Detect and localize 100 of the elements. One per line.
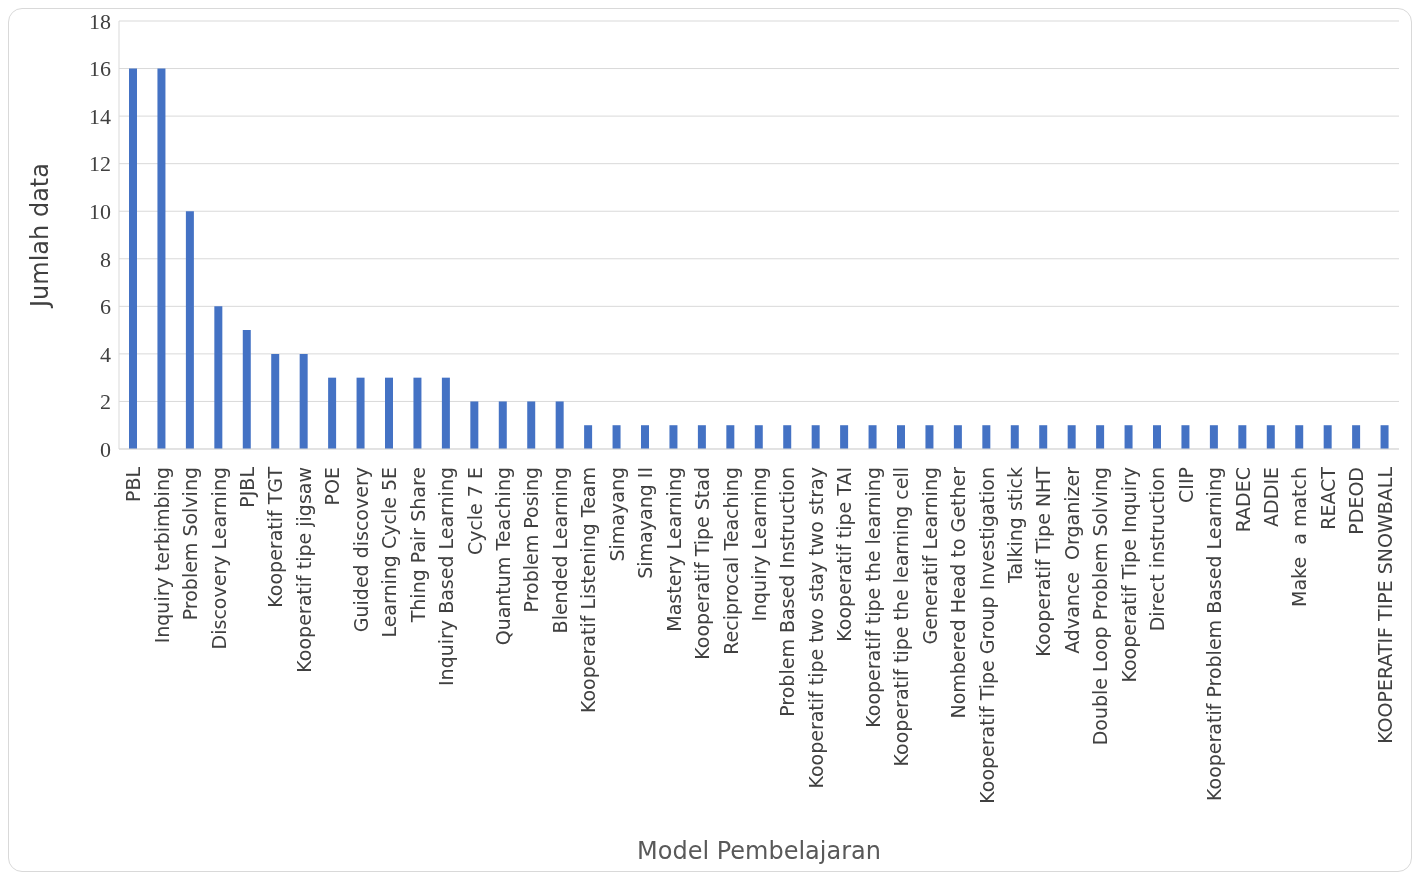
x-tick-label: Make a match — [1288, 467, 1311, 607]
x-tick-label: Kooperatif Tipe Stad — [691, 467, 714, 660]
bar — [1323, 425, 1332, 449]
bar — [214, 306, 223, 449]
bar — [356, 377, 365, 449]
x-tick-label: Kooperatif tipe jigsaw — [292, 467, 315, 673]
x-tick-label: Simayang — [605, 467, 628, 562]
x-tick-label: Kooperatif Listening Team — [577, 467, 600, 714]
bar — [1209, 425, 1218, 449]
bar — [413, 377, 422, 449]
y-tick-label: 2 — [100, 389, 111, 415]
x-tick-label: Problem Solving — [179, 467, 202, 621]
x-tick-label: Inquiry Based Learning — [435, 467, 458, 686]
bar — [982, 425, 991, 449]
x-axis-title: Model Pembelajaran — [637, 837, 881, 865]
x-tick-label: Quantum Teaching — [492, 467, 514, 646]
x-tick-label: Advance Organizer — [1060, 466, 1083, 654]
x-tick-label: Kooperatif TGT — [264, 466, 287, 608]
x-tick-label: Kooperatif Tipe NHT — [1032, 466, 1055, 657]
bar — [669, 425, 678, 449]
bar — [1153, 425, 1161, 449]
x-tick-label: Guided discovery — [349, 467, 372, 633]
bar — [726, 425, 735, 449]
x-tick-label: Simayang II — [634, 467, 657, 579]
bar — [697, 425, 706, 449]
x-tick-label: Kooperatif tipe two stay two stray — [804, 467, 827, 789]
x-tick-label: Kooperatif Tipe Group Investigation — [975, 467, 998, 804]
bar — [754, 425, 763, 449]
x-tick-label: Cycle 7 E — [463, 467, 486, 556]
bar — [441, 377, 450, 449]
bar — [1010, 425, 1019, 449]
bar — [1067, 425, 1076, 449]
bar — [811, 425, 820, 449]
bar — [498, 401, 507, 449]
y-tick-label: 6 — [100, 294, 111, 320]
y-tick-label: 10 — [89, 199, 111, 225]
bar — [868, 425, 877, 449]
bar — [1295, 425, 1304, 449]
bar — [1238, 425, 1247, 449]
x-tick-label: PJBL — [236, 466, 258, 508]
x-tick-label: KOOPERATIF TIPE SNOWBALL — [1373, 466, 1396, 744]
x-tick-label: Thing Pair Share — [406, 467, 429, 624]
y-tick-label: 16 — [89, 56, 111, 82]
bar — [157, 68, 166, 449]
x-tick-label: Reciprocal Teaching — [719, 467, 742, 655]
bar — [1181, 425, 1190, 449]
x-tick-label: PDEOD — [1345, 467, 1368, 535]
bar — [584, 425, 593, 449]
bar — [1380, 425, 1389, 449]
x-tick-label: Kooperatif tipe the learning cell — [890, 467, 913, 767]
bar — [385, 377, 393, 449]
x-tick-label: Kooperatif tipe TAI — [833, 467, 856, 642]
x-tick-label: Inquiry terbimbing — [150, 467, 173, 644]
x-tick-label: Talking stick — [1004, 467, 1026, 584]
x-tick-label: Problem Based Instruction — [776, 467, 799, 717]
bar — [129, 68, 137, 449]
y-tick-label: 0 — [100, 436, 111, 462]
x-tick-label: Kooperatif Problem Based Learning — [1203, 467, 1226, 801]
x-tick-label: Mastery Learning — [662, 467, 685, 632]
x-tick-label: Blended Learning — [548, 467, 571, 634]
x-tick-label: Generatif Learning — [918, 467, 941, 645]
bar — [641, 425, 649, 449]
y-tick-label: 12 — [89, 151, 111, 177]
bar — [555, 401, 564, 449]
y-tick-label: 14 — [89, 103, 111, 129]
bar — [783, 425, 792, 449]
x-tick-label: Discovery Learning — [207, 467, 230, 650]
x-tick-label: Inquiry Learning — [748, 467, 770, 622]
bar — [1096, 425, 1105, 449]
bar — [527, 401, 536, 449]
x-tick-label: Direct instruction — [1146, 467, 1169, 632]
x-tick-label: CIIP — [1174, 467, 1197, 503]
y-tick-label: 8 — [100, 246, 111, 272]
bar — [953, 425, 962, 449]
x-tick-label: Double Loop Problem Solving — [1089, 467, 1112, 746]
bar — [897, 425, 905, 449]
y-tick-label: 4 — [100, 341, 111, 367]
bar — [328, 377, 337, 449]
x-tick-label: RADEC — [1231, 467, 1254, 533]
x-tick-label: ADDIE — [1260, 467, 1282, 527]
bar — [925, 425, 934, 449]
y-axis-title: Jumlah data — [25, 163, 54, 309]
x-tick-label: PBL — [122, 466, 145, 503]
bar — [1352, 425, 1361, 449]
bar — [470, 401, 479, 449]
x-tick-label: Learning Cycle 5E — [378, 467, 401, 638]
bar — [185, 211, 194, 449]
bar — [299, 353, 308, 449]
x-tick-label: Kooperatif tipe the learning — [861, 467, 884, 728]
bar — [840, 425, 849, 449]
bar — [271, 353, 280, 449]
bar — [1266, 425, 1275, 449]
x-tick-label: POE — [321, 467, 344, 506]
x-tick-label: Problem Posing — [520, 467, 543, 613]
bar — [1039, 425, 1048, 449]
bar — [612, 425, 621, 449]
bar — [1124, 425, 1133, 449]
y-tick-label: 18 — [89, 8, 111, 34]
x-tick-label: REACT — [1316, 466, 1339, 530]
x-tick-label: Nombered Head to Gether — [947, 466, 970, 719]
